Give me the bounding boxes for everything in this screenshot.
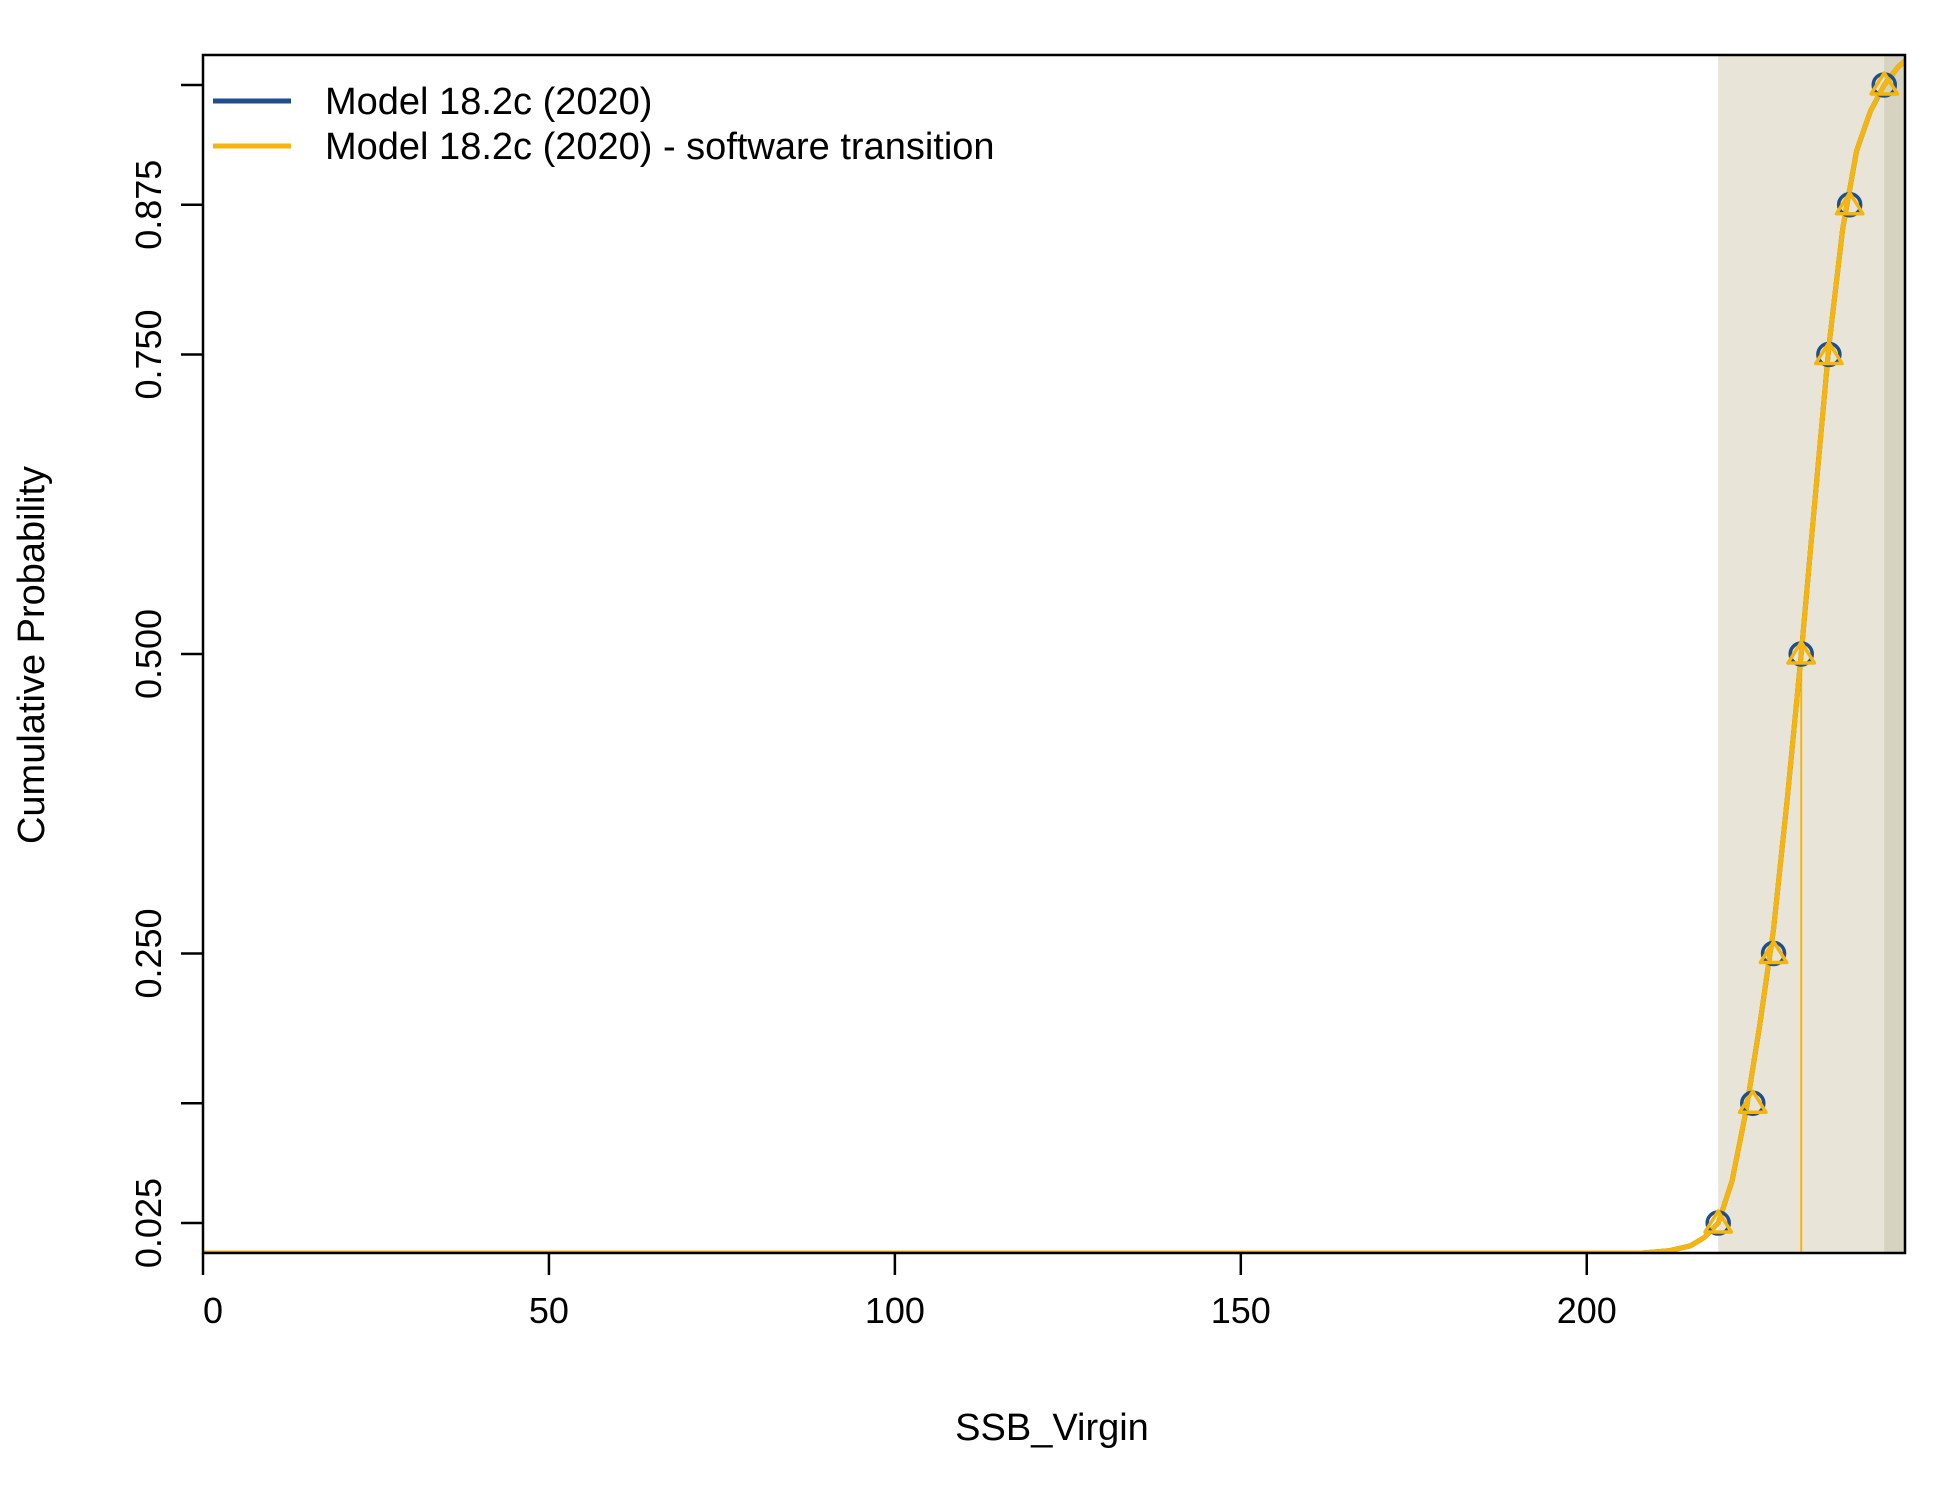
legend-label-2: Model 18.2c (2020) - software transition (325, 126, 995, 168)
y-tick-label: 0.250 (128, 908, 169, 998)
series-2-point (1703, 1209, 1734, 1234)
y-tick-label: 0.875 (128, 160, 169, 250)
series-2-point (1758, 939, 1789, 965)
plot-frame (201, 53, 1907, 1255)
plot-content (203, 55, 1905, 1253)
series-2-point (1834, 191, 1865, 216)
series-line-1 (203, 59, 1905, 1253)
legend: Model 18.2c (2020)Model 18.2c (2020) - s… (213, 81, 995, 168)
series-2-point (1869, 71, 1900, 96)
plot-area (203, 55, 1905, 1253)
y-tick-label: 0.750 (128, 309, 169, 399)
tail-shade (1884, 55, 1905, 1253)
x-tick-label: 50 (529, 1290, 569, 1331)
series-2-point (1813, 340, 1844, 366)
series-line-2 (203, 59, 1905, 1253)
y-axis-title: Cumulative Probability (11, 466, 53, 844)
legend-label-1: Model 18.2c (2020) (325, 81, 652, 123)
y-tick-label: 0.500 (128, 609, 169, 699)
x-tick-label: 0 (203, 1290, 223, 1331)
x-tick-label: 200 (1557, 1290, 1617, 1331)
series-2-point (1786, 640, 1817, 665)
series-2-point (1737, 1089, 1768, 1114)
x-tick-label: 100 (865, 1290, 925, 1331)
axes: 0 50 100 150 200 0.025 0.250 0.500 0.750 0.875 (128, 53, 1907, 1331)
y-tick-label: 0.025 (128, 1178, 169, 1268)
x-axis-title: SSB_Virgin (955, 1407, 1149, 1449)
x-tick-label: 150 (1211, 1290, 1271, 1331)
